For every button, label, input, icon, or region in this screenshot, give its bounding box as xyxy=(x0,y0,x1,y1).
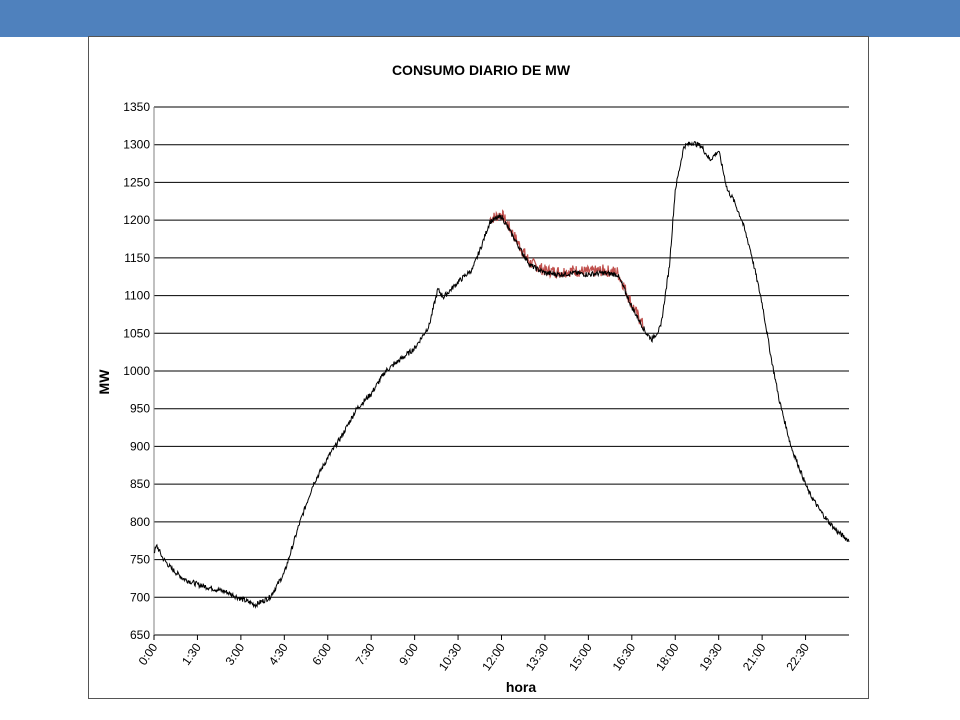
x-tick-label: 6:00 xyxy=(309,640,334,667)
y-tick-label: 1300 xyxy=(123,138,150,152)
y-tick-label: 950 xyxy=(130,402,150,416)
y-axis-title: MW xyxy=(96,369,112,395)
series-highlight xyxy=(489,209,644,328)
y-tick-label: 800 xyxy=(130,515,150,529)
x-axis-ticks: 0:00 1:30 3:00 4:30 6:00 7:30 9:00 10:30 12:00 13… xyxy=(136,635,812,673)
x-tick-label: 21:00 xyxy=(740,640,769,673)
x-tick-label: 0:00 xyxy=(136,640,161,667)
x-tick-label: 19:30 xyxy=(696,640,725,673)
gridlines xyxy=(153,106,849,636)
x-tick-label: 3:00 xyxy=(222,640,247,667)
chart-frame: CONSUMO DIARIO DE MW 650 700 750 800 850 900 9… xyxy=(88,36,869,699)
y-tick-label: 1200 xyxy=(123,213,150,227)
y-tick-label: 1250 xyxy=(123,175,150,189)
x-tick-label: 7:30 xyxy=(353,640,378,667)
x-tick-label: 9:00 xyxy=(396,640,421,667)
y-tick-label: 1100 xyxy=(124,289,150,303)
x-tick-label: 13:30 xyxy=(523,640,552,673)
y-tick-label: 850 xyxy=(130,477,150,491)
y-tick-label: 900 xyxy=(130,439,150,453)
x-tick-label: 22:30 xyxy=(783,640,812,673)
series-line xyxy=(153,141,850,609)
y-tick-label: 750 xyxy=(130,553,150,567)
x-tick-label: 4:30 xyxy=(266,640,291,667)
series-layer xyxy=(153,141,850,609)
line-chart: CONSUMO DIARIO DE MW 650 700 750 800 850 900 9… xyxy=(96,62,850,695)
chart-title: CONSUMO DIARIO DE MW xyxy=(392,62,571,78)
x-tick-label: 1:30 xyxy=(179,640,204,667)
y-tick-label: 700 xyxy=(130,590,150,604)
y-tick-label: 1150 xyxy=(124,251,150,265)
x-tick-label: 10:30 xyxy=(436,640,465,673)
x-tick-label: 18:00 xyxy=(653,640,682,673)
y-tick-label: 1000 xyxy=(123,364,150,378)
x-axis-title: hora xyxy=(506,679,537,695)
y-axis-ticks: 650 700 750 800 850 900 950 1000 1050 1100 1150 120… xyxy=(123,100,150,642)
y-tick-label: 1050 xyxy=(123,326,150,340)
x-tick-label: 16:30 xyxy=(610,640,639,673)
top-banner xyxy=(0,0,960,37)
y-tick-label: 1350 xyxy=(123,100,150,114)
x-tick-label: 12:00 xyxy=(479,640,508,673)
y-tick-label: 650 xyxy=(130,628,150,642)
x-tick-label: 15:00 xyxy=(566,640,595,673)
